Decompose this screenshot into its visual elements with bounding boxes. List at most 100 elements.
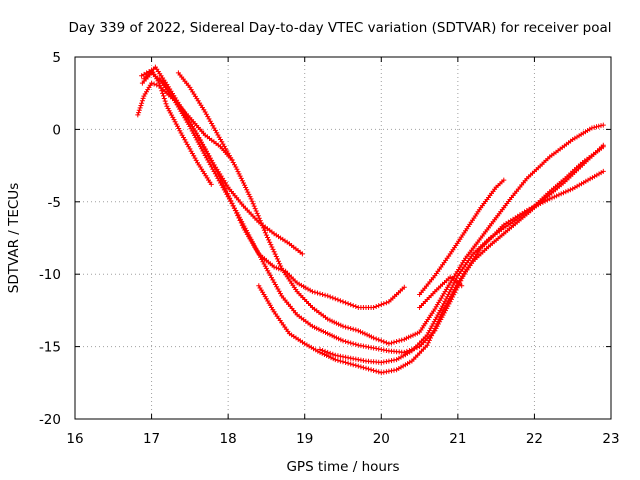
data-point: [428, 325, 434, 331]
data-point: [164, 103, 170, 109]
data-point: [378, 302, 384, 308]
data-point: [362, 331, 368, 337]
data-point: [271, 249, 277, 255]
data-point: [269, 244, 275, 250]
data-point: [431, 328, 437, 334]
data-point: [332, 357, 338, 363]
data-point: [360, 365, 366, 371]
x-tick-label: 22: [526, 431, 543, 447]
x-tick-label: 17: [143, 431, 160, 447]
data-point: [429, 333, 435, 339]
series-line: [319, 146, 604, 364]
data-point: [254, 210, 260, 216]
data-point: [558, 191, 564, 197]
data-point: [343, 300, 349, 306]
data-point: [424, 342, 430, 348]
data-point: [242, 182, 248, 188]
x-axis-label: GPS time / hours: [286, 459, 399, 475]
data-point: [267, 239, 273, 245]
data-point: [345, 360, 351, 366]
data-point: [328, 355, 334, 361]
data-point: [338, 337, 344, 343]
data-point: [371, 305, 377, 310]
data-point: [320, 348, 326, 353]
data-point: [163, 101, 169, 107]
data-point: [135, 112, 141, 118]
data-point: [350, 326, 356, 332]
data-point: [336, 321, 342, 327]
data-point: [368, 367, 374, 373]
data-point: [340, 299, 346, 305]
data-point: [386, 341, 392, 347]
data-point: [274, 256, 280, 262]
data-point: [551, 194, 557, 200]
data-point: [325, 316, 331, 322]
data-point: [187, 124, 193, 129]
data-point: [165, 106, 171, 111]
data-point: [237, 173, 243, 179]
data-point: [256, 252, 262, 258]
data-point: [343, 360, 349, 365]
data-point: [159, 88, 165, 94]
data-point: [277, 261, 283, 267]
data-point: [325, 349, 331, 355]
data-point: [315, 290, 320, 296]
data-point: [325, 331, 331, 337]
data-point: [391, 339, 397, 345]
data-point: [340, 359, 346, 365]
data-point: [596, 123, 602, 129]
data-point: [376, 303, 382, 309]
data-point: [330, 351, 336, 357]
data-point: [151, 81, 157, 87]
data-point: [253, 208, 259, 214]
y-axis-label: SDTVAR / TECUs: [6, 183, 22, 293]
data-point: [345, 339, 351, 345]
data-point: [317, 347, 323, 352]
data-point: [262, 263, 268, 269]
data-point: [327, 317, 333, 323]
data-point: [348, 302, 354, 308]
data-point: [406, 334, 412, 340]
data-point: [268, 242, 274, 248]
data-point: [394, 339, 400, 344]
data-point: [247, 194, 253, 200]
data-point: [248, 196, 254, 202]
data-point: [353, 362, 359, 368]
data-point: [246, 191, 252, 197]
series-arc-6: [175, 70, 606, 347]
data-point: [161, 96, 167, 101]
data-point: [337, 298, 343, 304]
data-point: [255, 213, 261, 219]
data-point: [408, 333, 414, 339]
data-point: [251, 241, 256, 247]
data-point: [378, 338, 384, 344]
x-tick-label: 16: [66, 431, 83, 447]
data-point: [233, 164, 239, 170]
data-point: [243, 185, 249, 190]
data-point: [327, 332, 333, 338]
data-point: [399, 337, 405, 343]
data-point: [348, 326, 354, 331]
y-tick-label: -20: [39, 412, 61, 428]
data-point: [428, 335, 433, 341]
data-point: [249, 198, 255, 204]
data-point: [139, 98, 145, 104]
data-point: [350, 303, 356, 309]
axis-ticks: 16 17 18 19 20 21 22 23 -20 -15 -10 -5 0 5: [39, 50, 620, 447]
data-point: [246, 232, 252, 238]
data-point: [371, 368, 377, 373]
y-tick-label: 5: [52, 50, 61, 66]
x-tick-label: 23: [602, 431, 619, 447]
data-point: [270, 246, 276, 252]
data-point: [565, 188, 571, 194]
data-point: [459, 283, 465, 289]
data-point: [234, 166, 240, 172]
data-point: [449, 284, 455, 290]
data-point: [383, 340, 389, 346]
y-tick-label: -5: [48, 195, 61, 211]
data-point: [373, 368, 379, 374]
data-point: [309, 289, 315, 295]
data-point: [176, 126, 182, 131]
data-point: [276, 258, 281, 264]
x-tick-label: 19: [296, 431, 313, 447]
